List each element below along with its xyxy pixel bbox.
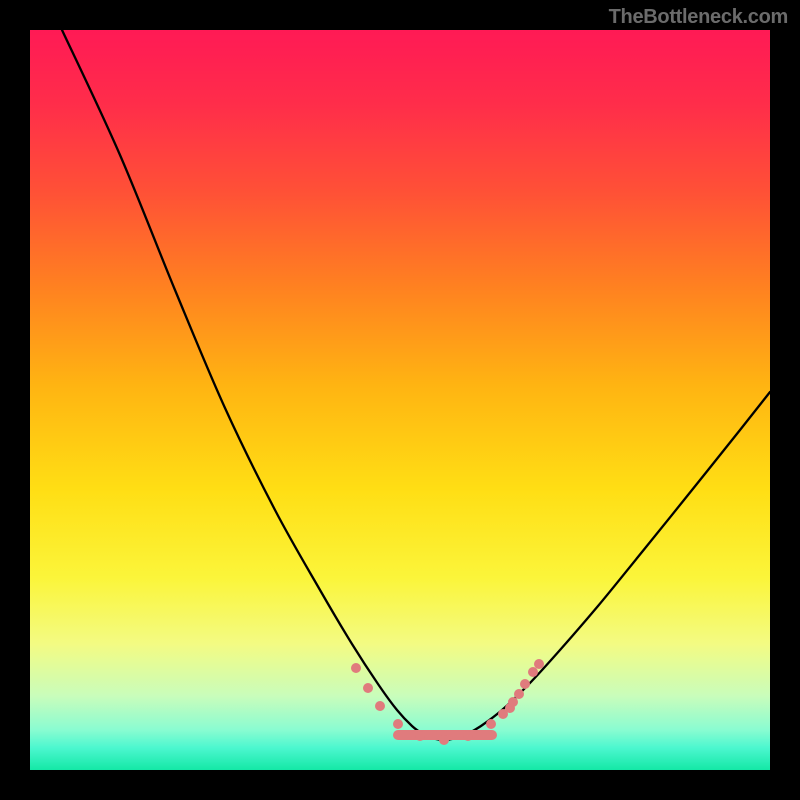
chart-svg (0, 0, 800, 800)
watermark-text: TheBottleneck.com (609, 6, 788, 29)
valley-marker-dot (528, 667, 538, 677)
valley-marker-dot (439, 735, 449, 745)
chart-frame: TheBottleneck.com (0, 0, 800, 800)
valley-marker-dot (508, 697, 518, 707)
valley-marker-dot (415, 731, 425, 741)
valley-marker-dot (363, 683, 373, 693)
gradient-background (30, 30, 770, 770)
valley-marker-dot (520, 679, 530, 689)
valley-marker-dot (393, 719, 403, 729)
valley-marker-dot (514, 689, 524, 699)
valley-marker-dot (463, 731, 473, 741)
valley-marker-dot (375, 701, 385, 711)
valley-marker-dot (486, 719, 496, 729)
valley-marker-dot (534, 659, 544, 669)
valley-marker-dot (351, 663, 361, 673)
